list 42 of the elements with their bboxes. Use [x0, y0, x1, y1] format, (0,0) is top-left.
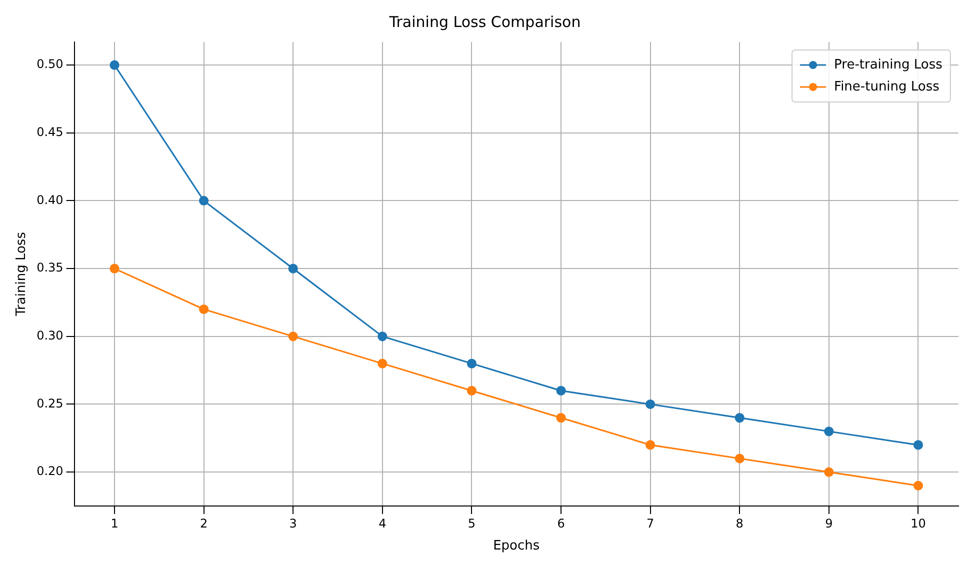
- x-tick-label: 5: [468, 516, 476, 530]
- point: [824, 467, 834, 477]
- x-axis-title: Epochs: [493, 538, 540, 554]
- y-tick-label: 0.25: [36, 396, 64, 410]
- y-tick-label: 0.30: [36, 328, 64, 343]
- point: [466, 386, 477, 396]
- point: [913, 440, 924, 450]
- point: [646, 440, 656, 450]
- point: [199, 304, 209, 314]
- x-tick-label: 2: [200, 516, 208, 530]
- point: [466, 358, 477, 368]
- point: [288, 332, 298, 342]
- point: [199, 196, 209, 206]
- point: [734, 413, 744, 423]
- chart-title: Training Loss Comparison: [388, 12, 581, 31]
- point: [556, 386, 566, 396]
- x-tick-label: 8: [736, 516, 744, 530]
- point: [378, 332, 388, 342]
- y-tick-label: 0.35: [36, 260, 64, 275]
- point: [556, 413, 566, 423]
- point: [646, 399, 656, 410]
- x-tick-label: 10: [910, 516, 926, 530]
- point: [378, 358, 388, 368]
- x-tick-label: 4: [378, 516, 386, 530]
- y-tick-label: 0.20: [36, 464, 64, 478]
- x-tick-label: 9: [825, 516, 833, 530]
- point: [110, 60, 120, 70]
- x-tick-label: 3: [289, 516, 297, 530]
- x-tick-label: 6: [557, 516, 565, 530]
- x-tick-label: 7: [646, 516, 654, 530]
- point: [734, 454, 744, 464]
- y-tick-label: 0.50: [36, 57, 64, 72]
- point: [288, 264, 298, 274]
- point: [110, 264, 120, 274]
- legend-label: Fine-tuning Loss: [834, 79, 940, 94]
- point: [824, 426, 834, 436]
- x-tick-label: 1: [110, 516, 118, 530]
- y-tick-label: 0.45: [36, 125, 64, 140]
- y-tick-label: 0.40: [36, 192, 64, 207]
- y-axis-title: Training Loss: [14, 232, 30, 317]
- legend-label: Pre-training Loss: [834, 57, 943, 72]
- point: [913, 480, 924, 490]
